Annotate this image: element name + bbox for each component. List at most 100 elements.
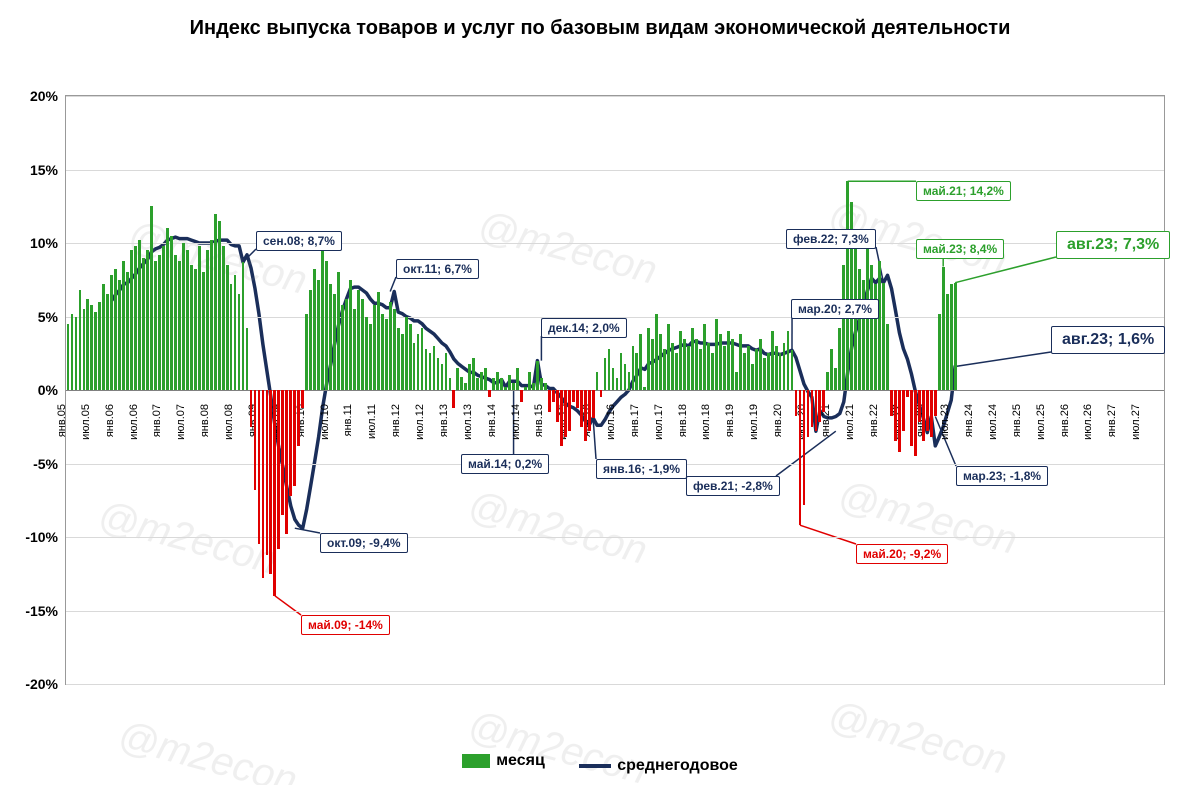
bar bbox=[496, 372, 499, 390]
bar bbox=[846, 181, 849, 390]
x-tick-label: янв.17 bbox=[629, 404, 641, 437]
bar bbox=[862, 280, 865, 390]
bar bbox=[691, 328, 694, 390]
bar bbox=[504, 387, 507, 390]
callout-label: фев.22; 7,3% bbox=[786, 229, 876, 249]
bar bbox=[747, 346, 750, 390]
bar bbox=[588, 390, 591, 431]
legend-item-line: среднегодовое bbox=[579, 757, 738, 775]
bar bbox=[838, 328, 841, 390]
bar bbox=[795, 390, 798, 416]
x-tick-label: янв.15 bbox=[533, 404, 545, 437]
bar bbox=[67, 324, 70, 390]
callout-label: окт.09; -9,4% bbox=[320, 533, 408, 553]
bar bbox=[651, 339, 654, 390]
bar bbox=[273, 390, 276, 596]
bar bbox=[226, 265, 229, 390]
x-tick-label: июл.14 bbox=[510, 404, 522, 440]
bar bbox=[767, 353, 770, 390]
chart-container: Индекс выпуска товаров и услуг по базовы… bbox=[0, 0, 1200, 785]
bar bbox=[600, 390, 603, 397]
bar bbox=[210, 240, 213, 390]
bar bbox=[695, 339, 698, 390]
callout-label: май.09; -14% bbox=[301, 615, 390, 635]
bar bbox=[727, 331, 730, 390]
x-tick-label: июл.23 bbox=[939, 404, 951, 440]
x-tick-label: июл.13 bbox=[462, 404, 474, 440]
bar bbox=[675, 353, 678, 390]
callout-leader bbox=[243, 249, 256, 262]
bar bbox=[353, 309, 356, 390]
bar bbox=[94, 312, 97, 390]
bar bbox=[596, 372, 599, 390]
bar bbox=[834, 368, 837, 390]
bar bbox=[130, 250, 133, 390]
bar bbox=[134, 246, 137, 390]
bar bbox=[452, 390, 455, 408]
bar bbox=[520, 390, 523, 402]
legend-swatch-line bbox=[579, 764, 611, 768]
x-tick-label: июл.17 bbox=[653, 404, 665, 440]
callout-leader bbox=[275, 596, 301, 615]
callout-leader bbox=[800, 525, 856, 544]
bar bbox=[238, 294, 241, 390]
bar bbox=[333, 294, 336, 390]
bar bbox=[472, 358, 475, 390]
bar bbox=[102, 284, 105, 390]
plot-area: @m2econ@m2econ@m2econ@m2econ@m2econ@m2ec… bbox=[65, 95, 1165, 685]
bar bbox=[679, 331, 682, 390]
bar bbox=[429, 353, 432, 390]
bar bbox=[616, 378, 619, 390]
bar bbox=[484, 368, 487, 390]
bar bbox=[556, 390, 559, 422]
bar bbox=[584, 390, 587, 441]
bar bbox=[186, 250, 189, 390]
x-tick-label: июл.18 bbox=[700, 404, 712, 440]
bar bbox=[377, 292, 380, 390]
bar bbox=[293, 390, 296, 486]
bar bbox=[548, 390, 551, 412]
bar bbox=[759, 339, 762, 390]
bar bbox=[926, 390, 929, 431]
x-tick-label: июл.25 bbox=[1035, 404, 1047, 440]
bar bbox=[755, 349, 758, 390]
bar bbox=[803, 390, 806, 505]
bar bbox=[441, 364, 444, 390]
bar bbox=[922, 390, 925, 441]
x-tick-label: янв.11 bbox=[342, 404, 354, 436]
bar bbox=[373, 305, 376, 390]
x-tick-label: июл.19 bbox=[748, 404, 760, 440]
bar bbox=[405, 317, 408, 391]
bar bbox=[528, 372, 531, 390]
y-tick-label: -5% bbox=[33, 456, 58, 472]
bar bbox=[512, 383, 515, 390]
bar bbox=[568, 390, 571, 431]
x-tick-label: янв.24 bbox=[963, 404, 975, 437]
bar bbox=[842, 265, 845, 390]
bar bbox=[150, 206, 153, 390]
y-tick-label: -20% bbox=[25, 676, 58, 692]
callout-label: дек.14; 2,0% bbox=[541, 318, 627, 338]
bar bbox=[309, 290, 312, 390]
x-tick-label: янв.26 bbox=[1059, 404, 1071, 437]
bar bbox=[699, 349, 702, 390]
bar bbox=[775, 346, 778, 390]
x-tick-label: янв.06 bbox=[104, 404, 116, 437]
bar bbox=[289, 390, 292, 496]
bar bbox=[190, 265, 193, 390]
bar bbox=[126, 272, 129, 390]
bar bbox=[671, 343, 674, 390]
x-tick-label: янв.19 bbox=[724, 404, 736, 437]
bar bbox=[572, 390, 575, 402]
bar bbox=[524, 387, 527, 390]
x-tick-label: июл.05 bbox=[80, 404, 92, 440]
bar bbox=[938, 314, 941, 390]
bar bbox=[870, 265, 873, 390]
bar bbox=[683, 339, 686, 390]
bar bbox=[114, 269, 117, 390]
bar bbox=[592, 390, 595, 418]
bar bbox=[106, 294, 109, 390]
legend-label-line: среднегодовое bbox=[617, 757, 738, 775]
bar bbox=[532, 383, 535, 390]
callout-leader bbox=[390, 277, 396, 292]
